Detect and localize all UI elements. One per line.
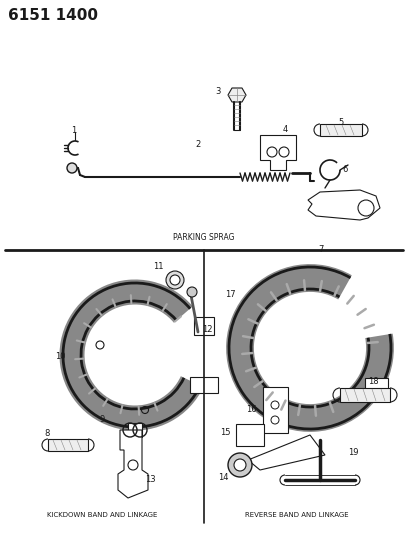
Polygon shape <box>228 88 246 102</box>
Circle shape <box>166 271 184 289</box>
Text: 6: 6 <box>342 165 347 174</box>
Polygon shape <box>340 388 390 402</box>
Polygon shape <box>320 124 362 136</box>
Circle shape <box>187 287 197 297</box>
Text: 4: 4 <box>283 125 288 134</box>
Text: 6151 1400: 6151 1400 <box>8 8 98 23</box>
Polygon shape <box>118 430 148 498</box>
Bar <box>128 423 142 437</box>
Text: REVERSE BAND AND LINKAGE: REVERSE BAND AND LINKAGE <box>245 512 349 518</box>
Circle shape <box>234 459 246 471</box>
Text: 14: 14 <box>218 473 228 482</box>
Polygon shape <box>190 377 218 393</box>
Text: 2: 2 <box>195 140 200 149</box>
Text: 3: 3 <box>215 87 220 96</box>
Polygon shape <box>308 190 380 220</box>
Text: 19: 19 <box>348 448 359 457</box>
Text: 10: 10 <box>55 352 66 361</box>
Text: 16: 16 <box>246 405 257 414</box>
Text: 13: 13 <box>145 475 155 484</box>
Text: 18: 18 <box>368 377 379 386</box>
Text: KICKDOWN BAND AND LINKAGE: KICKDOWN BAND AND LINKAGE <box>47 512 157 518</box>
Polygon shape <box>263 387 288 433</box>
Circle shape <box>170 275 180 285</box>
Circle shape <box>67 163 77 173</box>
Text: 11: 11 <box>153 262 164 271</box>
Text: 7: 7 <box>318 245 324 254</box>
Text: 12: 12 <box>202 325 213 334</box>
Polygon shape <box>260 135 296 170</box>
Polygon shape <box>365 378 388 396</box>
Text: 17: 17 <box>225 290 236 299</box>
Text: 5: 5 <box>338 118 343 127</box>
Text: 8: 8 <box>44 429 49 438</box>
Polygon shape <box>194 317 214 335</box>
Text: PARKING SPRAG: PARKING SPRAG <box>173 233 235 242</box>
Text: 15: 15 <box>220 428 231 437</box>
Polygon shape <box>248 435 325 470</box>
Text: 1: 1 <box>71 126 76 135</box>
Bar <box>236 424 264 446</box>
Text: 9: 9 <box>100 415 105 424</box>
Circle shape <box>228 453 252 477</box>
Polygon shape <box>48 439 88 451</box>
